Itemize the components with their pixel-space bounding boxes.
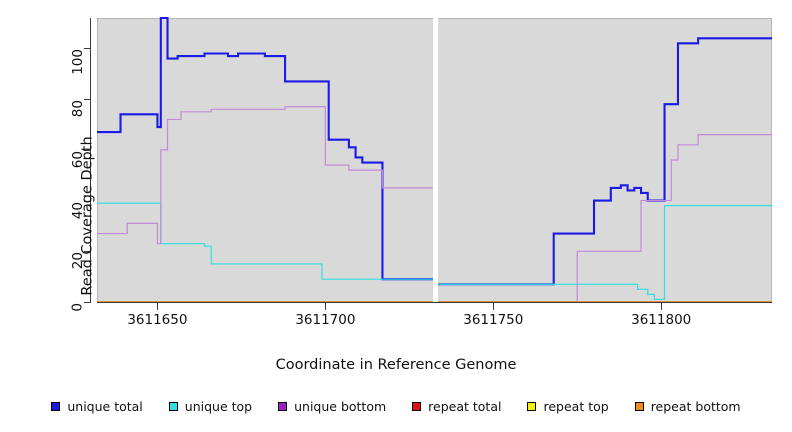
y-axis-title: Read Coverage Depth bbox=[79, 136, 96, 296]
x-tick-label: 3611750 bbox=[463, 312, 524, 328]
y-tick bbox=[84, 251, 91, 253]
legend-swatch-icon bbox=[51, 402, 61, 411]
series-line-unique-bottom bbox=[97, 106, 772, 303]
series-line-unique-top bbox=[97, 202, 772, 301]
y-tick-label-wrap: 80 bbox=[38, 92, 86, 117]
x-tick bbox=[325, 303, 327, 310]
legend-swatch-icon bbox=[634, 402, 644, 411]
legend-item-repeat-top[interactable]: repeat top bbox=[527, 399, 609, 414]
y-tick bbox=[84, 200, 91, 202]
legend-item-unique-bottom[interactable]: unique bottom bbox=[278, 399, 386, 414]
y-tick bbox=[84, 99, 91, 101]
y-tick-label-wrap: 40 bbox=[38, 194, 86, 219]
y-tick-label-wrap: 20 bbox=[38, 244, 86, 269]
y-tick-label: 100 bbox=[70, 49, 86, 76]
legend-swatch-icon bbox=[527, 402, 537, 411]
legend-swatch-icon bbox=[168, 402, 178, 411]
x-tick-label: 3611650 bbox=[127, 312, 188, 328]
legend-label: repeat total bbox=[428, 399, 502, 414]
y-axis-line bbox=[90, 18, 91, 302]
legend-label: unique bottom bbox=[294, 399, 387, 414]
x-axis-title: Coordinate in Reference Genome bbox=[275, 357, 517, 373]
legend-item-unique-total[interactable]: unique total bbox=[51, 399, 143, 414]
x-tick bbox=[157, 303, 159, 310]
contig-gap-band bbox=[433, 18, 438, 302]
y-tick-label: 80 bbox=[70, 100, 86, 118]
y-tick bbox=[84, 149, 91, 151]
y-tick-label: 0 bbox=[70, 303, 86, 312]
y-tick bbox=[84, 302, 91, 303]
legend-label: repeat top bbox=[543, 399, 609, 414]
legend-label: repeat bottom bbox=[650, 399, 741, 414]
x-tick bbox=[493, 303, 495, 310]
legend-swatch-icon bbox=[412, 402, 422, 411]
y-tick bbox=[84, 48, 91, 50]
x-tick-label: 3611800 bbox=[631, 312, 692, 328]
x-axis-line bbox=[97, 302, 772, 303]
legend-item-repeat-total[interactable]: repeat total bbox=[412, 399, 501, 414]
y-tick-label-wrap: 100 bbox=[38, 41, 86, 75]
x-tick bbox=[661, 303, 663, 310]
legend-item-repeat-bottom[interactable]: repeat bottom bbox=[634, 399, 741, 414]
legend-swatch-icon bbox=[278, 402, 288, 411]
legend-label: unique top bbox=[184, 399, 253, 414]
x-tick-label: 3611700 bbox=[295, 312, 356, 328]
y-tick-label-wrap: 60 bbox=[38, 143, 86, 168]
y-tick-label-wrap: 0 bbox=[38, 295, 86, 312]
series-line-unique-total bbox=[97, 16, 772, 286]
legend-label: unique total bbox=[67, 399, 143, 414]
chart-legend: unique total unique top unique bottom repea… bbox=[0, 399, 792, 414]
legend-item-unique-top[interactable]: unique top bbox=[168, 399, 253, 414]
